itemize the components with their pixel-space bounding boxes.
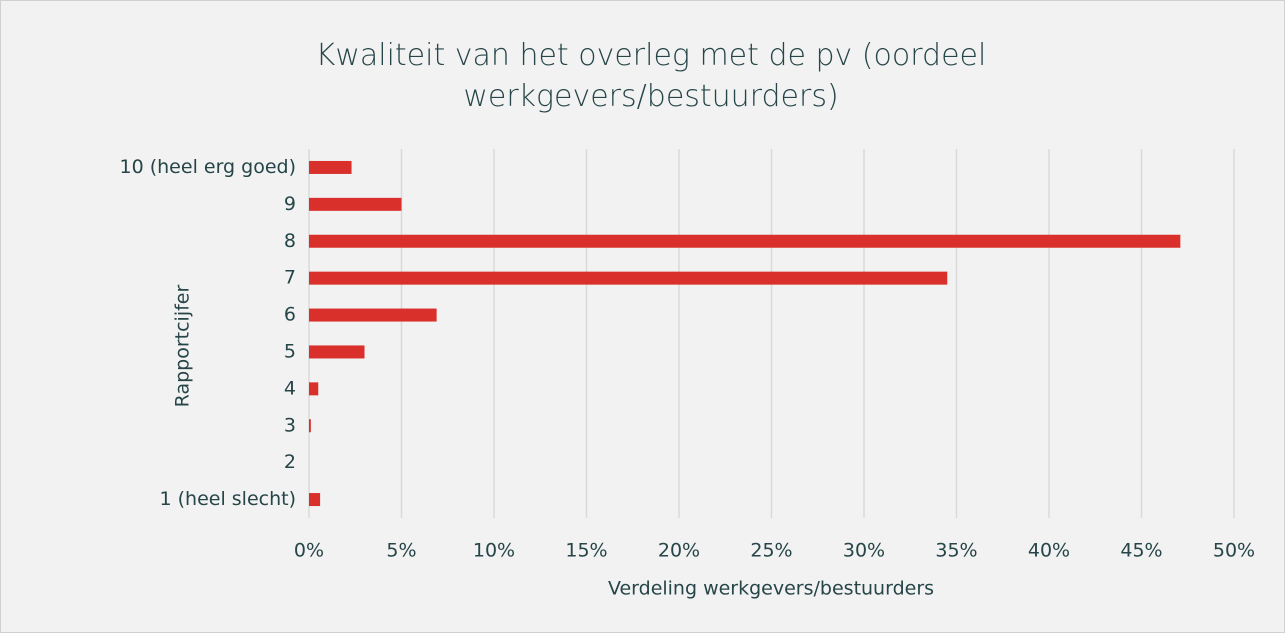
x-tick-label: 40% bbox=[1028, 540, 1070, 562]
y-tick-label: 1 (heel slecht) bbox=[160, 488, 297, 510]
y-tick-label: 4 bbox=[284, 377, 296, 399]
x-tick-label: 10% bbox=[473, 540, 515, 562]
x-tick-label: 50% bbox=[1213, 540, 1255, 562]
x-tick-label: 5% bbox=[386, 540, 416, 562]
chart-title: Kwaliteit van het overleg met de pv (oor… bbox=[315, 38, 987, 114]
x-tick-label: 15% bbox=[565, 540, 607, 562]
bar bbox=[309, 234, 1181, 248]
bar bbox=[309, 419, 311, 433]
y-axis-title: Rapportcijfer bbox=[172, 285, 194, 408]
x-tick-label: 45% bbox=[1120, 540, 1162, 562]
y-tick-label: 8 bbox=[284, 230, 296, 252]
y-tick-label: 7 bbox=[284, 267, 296, 289]
y-tick-label: 9 bbox=[284, 193, 296, 215]
x-tick-label: 25% bbox=[750, 540, 792, 562]
x-tick-label: 20% bbox=[658, 540, 700, 562]
bar bbox=[309, 160, 352, 174]
x-tick-label: 30% bbox=[843, 540, 885, 562]
bar bbox=[309, 345, 365, 359]
y-tick-label: 10 (heel erg goed) bbox=[120, 156, 296, 178]
y-tick-label: 6 bbox=[284, 304, 296, 326]
y-tick-label: 3 bbox=[284, 414, 296, 436]
y-tick-label: 5 bbox=[284, 340, 296, 362]
bar bbox=[309, 493, 321, 507]
bar bbox=[309, 382, 319, 396]
bar bbox=[309, 308, 437, 322]
x-tick-label: 35% bbox=[935, 540, 977, 562]
x-axis-title: Verdeling werkgevers/bestuurders bbox=[608, 578, 934, 600]
x-tick-label: 0% bbox=[294, 540, 324, 562]
bar bbox=[309, 271, 948, 285]
bar bbox=[309, 197, 402, 211]
y-tick-label: 2 bbox=[284, 451, 296, 473]
